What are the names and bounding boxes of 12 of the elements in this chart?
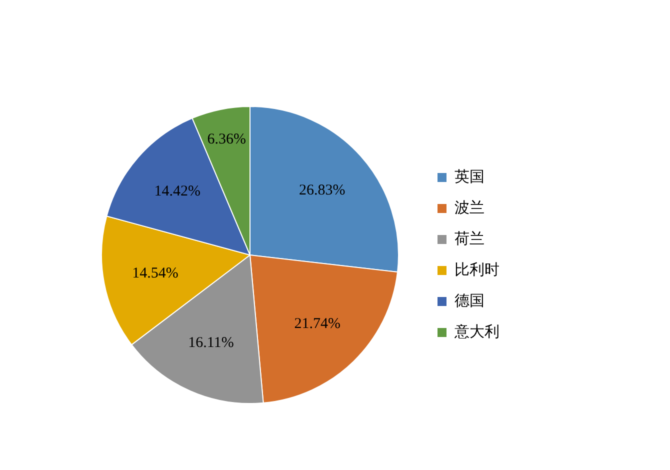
data-label: 16.11% (188, 335, 234, 352)
data-label: 14.42% (154, 183, 200, 200)
legend-label: 波兰 (454, 200, 484, 217)
data-label: 14.54% (132, 265, 178, 282)
data-label: 21.74% (294, 316, 341, 332)
legend-label: 意大利 (454, 324, 500, 341)
legend-label: 荷兰 (454, 230, 484, 248)
legend-label: 比利时 (454, 262, 500, 279)
legend-label: 英国 (454, 168, 484, 186)
data-label: 26.83% (298, 182, 346, 199)
data-label: 6.36% (207, 132, 246, 148)
legend-label: 德国 (454, 292, 484, 310)
